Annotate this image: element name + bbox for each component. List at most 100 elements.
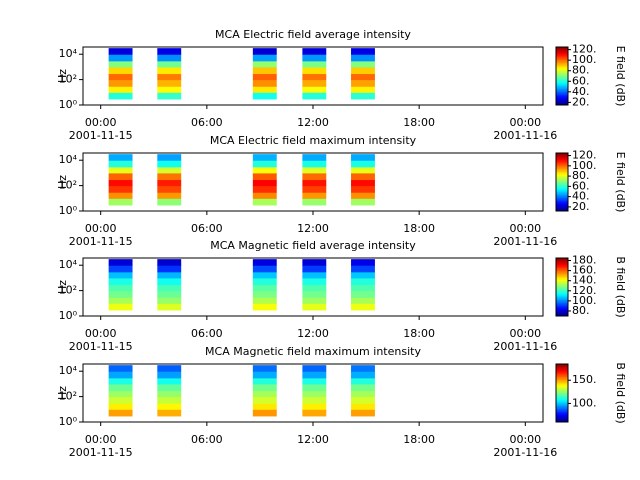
- spectrogram-cell: [157, 179, 182, 187]
- colorbar-segment: [556, 190, 568, 193]
- x-date-label: 2001-11-15: [69, 129, 133, 142]
- spectrogram-cell: [108, 185, 133, 193]
- colorbar-segment: [556, 372, 568, 375]
- x-tick-label: 00:00: [509, 327, 541, 340]
- spectrogram-cell: [302, 160, 327, 168]
- colorbar-segment: [556, 377, 568, 379]
- colorbar-segment: [556, 55, 568, 58]
- spectrogram-cell: [302, 198, 327, 206]
- spectrogram-cell: [157, 290, 182, 298]
- spectrogram-cell: [351, 154, 375, 161]
- colorbar-segment: [556, 269, 568, 272]
- spectrogram-cell: [252, 192, 277, 199]
- colorbar-segment: [556, 182, 568, 184]
- spectrogram-cell: [252, 390, 277, 398]
- spectrogram-cell: [302, 54, 327, 62]
- colorbar-segment: [556, 262, 568, 265]
- spectrogram-cell: [157, 403, 182, 410]
- spectrogram-cell: [252, 166, 277, 174]
- y-tick-label: 10⁴: [59, 364, 78, 377]
- colorbar-segment: [556, 371, 568, 374]
- colorbar-frame: [555, 46, 569, 106]
- spectrogram-cell: [351, 60, 375, 68]
- spectrogram-cell: [351, 303, 375, 311]
- spectrogram-cell: [252, 297, 277, 304]
- spectrogram-cell: [351, 48, 375, 55]
- spectrogram-cell: [157, 185, 182, 193]
- spectrogram-cell: [157, 365, 182, 372]
- colorbar-segment: [556, 183, 568, 186]
- spectrogram-cell: [108, 409, 133, 417]
- spectrogram-cell: [108, 60, 133, 68]
- spectrogram-cell: [157, 284, 182, 292]
- spectrogram-cell: [157, 66, 182, 75]
- colorbar-tick-label: 80.: [572, 169, 590, 182]
- colorbar-segment: [556, 81, 568, 84]
- colorbar-tick-label: 120.: [572, 284, 597, 297]
- colorbar-segment: [556, 393, 568, 395]
- colorbar-segment: [556, 268, 568, 271]
- spectrogram-cell: [302, 377, 327, 385]
- colorbar-segment: [556, 273, 568, 276]
- y-tick-label: 10²: [59, 390, 77, 403]
- colorbar-segment: [556, 419, 568, 422]
- spectrogram-cell: [302, 172, 327, 181]
- colorbar-segment: [556, 57, 568, 60]
- colorbar-frame: [555, 257, 569, 317]
- spectrogram-cell: [351, 403, 375, 410]
- spectrogram-cell: [157, 166, 182, 174]
- colorbar-segment: [556, 403, 568, 406]
- spectrogram-cell: [252, 86, 277, 93]
- colorbar-segment: [556, 60, 568, 62]
- colorbar-segment: [556, 311, 568, 314]
- colorbar-segment: [556, 90, 568, 93]
- colorbar-segment: [556, 385, 568, 388]
- spectrogram-cell: [108, 383, 133, 392]
- colorbar-segment: [556, 102, 568, 105]
- spectrogram-cell: [157, 277, 182, 286]
- colorbar-segment: [556, 378, 568, 381]
- colorbar-segment: [556, 200, 568, 203]
- x-tick-label: 00:00: [85, 116, 117, 129]
- colorbar-segment: [556, 195, 568, 197]
- y-tick-label: 10⁴: [59, 258, 78, 271]
- spectrogram-cell: [157, 396, 182, 404]
- x-tick-label: 06:00: [191, 327, 223, 340]
- colorbar-segment: [556, 305, 568, 308]
- colorbar-segment: [556, 84, 568, 87]
- spectrogram-cell: [302, 290, 327, 298]
- colorbar-segment: [556, 304, 568, 307]
- spectrogram-cell: [252, 365, 277, 372]
- spectrogram-cell: [252, 290, 277, 298]
- colorbar-segment: [556, 387, 568, 390]
- colorbar-segment: [556, 196, 568, 199]
- colorbar-segment: [556, 265, 568, 268]
- colorbar-segment: [556, 62, 568, 65]
- spectrogram-cell: [351, 365, 375, 372]
- colorbar-tick-label: 100.: [572, 396, 597, 409]
- colorbar-segment: [556, 263, 568, 266]
- colorbar-segment: [556, 259, 568, 262]
- spectrogram-cell: [108, 179, 133, 187]
- spectrogram-cell: [252, 92, 277, 100]
- spectrogram-cell: [108, 371, 133, 379]
- x-date-label: 2001-11-15: [69, 446, 133, 459]
- spectrogram-cell: [157, 60, 182, 68]
- spectrogram-cell: [157, 160, 182, 168]
- spectrogram-cell: [157, 172, 182, 181]
- spectrogram-cell: [252, 259, 277, 266]
- x-tick-label: 06:00: [191, 433, 223, 446]
- colorbar-tick-label: 150.: [572, 373, 597, 386]
- colorbar-segment: [556, 158, 568, 161]
- x-date-label: 2001-11-16: [493, 446, 557, 459]
- x-tick-label: 12:00: [297, 327, 329, 340]
- spectrogram-cell: [108, 290, 133, 298]
- colorbar-segment: [556, 401, 568, 404]
- colorbar-segment: [556, 187, 568, 190]
- spectrogram-cell: [252, 377, 277, 385]
- y-tick-label: 10⁰: [59, 204, 78, 217]
- spectrogram-cell: [157, 79, 182, 87]
- spectrogram-cell: [108, 66, 133, 75]
- colorbar-segment: [556, 78, 568, 81]
- y-axis-label: Hz: [56, 175, 69, 189]
